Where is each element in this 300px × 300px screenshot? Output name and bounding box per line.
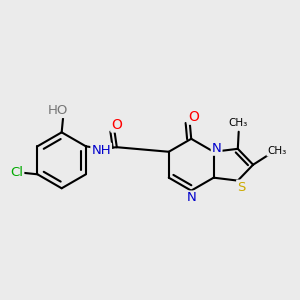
Text: HO: HO [48, 104, 68, 117]
Text: N: N [186, 191, 196, 205]
Text: N: N [212, 142, 221, 155]
Text: CH₃: CH₃ [267, 146, 286, 156]
Text: O: O [188, 110, 199, 124]
Text: O: O [111, 118, 122, 131]
Text: Cl: Cl [10, 166, 23, 179]
Text: CH₃: CH₃ [229, 118, 248, 128]
Text: S: S [237, 181, 245, 194]
Text: NH: NH [92, 144, 111, 157]
